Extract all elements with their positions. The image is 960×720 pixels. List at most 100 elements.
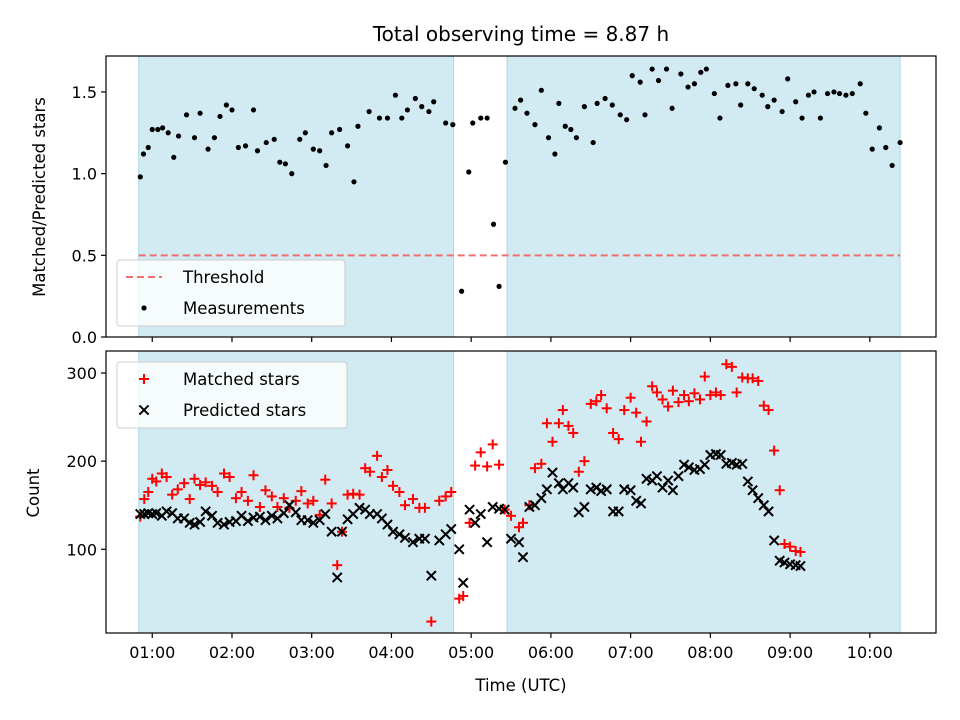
data-point (494, 459, 505, 470)
data-point (694, 394, 705, 405)
data-point (218, 519, 230, 530)
y-tick-label: 200 (66, 452, 97, 471)
data-point (733, 81, 739, 87)
data-point (765, 104, 771, 110)
data-point (440, 491, 451, 502)
data-point (863, 110, 869, 116)
count-legend: Matched stars Predicted stars (116, 361, 348, 429)
data-point (502, 159, 509, 165)
x-tick-label: 06:00 (528, 643, 574, 662)
data-point (538, 87, 544, 93)
data-point (747, 373, 758, 384)
data-point (579, 456, 590, 467)
data-point (260, 514, 271, 526)
ratio-legend: Threshold Measurements (116, 259, 346, 327)
data-point (184, 494, 195, 505)
data-point (738, 102, 744, 108)
data-point (568, 126, 574, 133)
data-point (529, 463, 540, 474)
data-point (585, 398, 596, 409)
data-point (552, 151, 558, 157)
legend-swatch (141, 305, 147, 311)
data-point (557, 405, 568, 416)
legend-label: Matched stars (183, 370, 300, 389)
data-point (657, 394, 668, 405)
data-point (388, 480, 399, 491)
axes-frame (105, 350, 937, 634)
data-point (200, 506, 211, 517)
data-point (372, 450, 383, 461)
data-point (266, 510, 278, 522)
data-point (625, 392, 636, 403)
data-point (271, 136, 277, 142)
data-point (470, 120, 476, 126)
data-point (344, 143, 351, 149)
data-point (711, 90, 717, 97)
data-point (685, 84, 691, 90)
data-point (189, 473, 200, 484)
data-point (703, 66, 709, 72)
data-point (171, 154, 177, 160)
data-point (505, 533, 517, 545)
data-point (426, 616, 437, 627)
data-point (745, 81, 751, 87)
data-point (590, 139, 596, 146)
legend-box (116, 361, 348, 429)
data-point (602, 95, 608, 102)
data-point (536, 458, 547, 469)
data-point (752, 492, 764, 504)
data-point (617, 112, 623, 118)
x-tick-label: 04:00 (368, 643, 414, 662)
data-point (160, 125, 166, 131)
bottom-y-axis-label: Count (24, 468, 43, 518)
data-point (647, 381, 658, 392)
data-point (683, 462, 695, 473)
data-point (223, 102, 229, 108)
data-point (629, 73, 635, 79)
data-point (545, 135, 552, 141)
data-point (759, 92, 765, 98)
data-point (376, 472, 387, 483)
data-point (726, 361, 737, 372)
data-point (771, 97, 777, 103)
data-point (747, 484, 758, 496)
y-tick-label: 0.5 (72, 246, 97, 265)
data-point (277, 159, 283, 165)
data-point (302, 514, 314, 526)
data-point (779, 108, 785, 115)
data-point (236, 487, 247, 497)
data-point (382, 464, 393, 475)
data-point (698, 69, 704, 75)
data-point (212, 487, 223, 497)
data-point (642, 112, 648, 118)
data-point (207, 480, 218, 491)
data-point (139, 494, 150, 505)
legend-box (116, 259, 346, 327)
data-point (651, 387, 662, 398)
data-point (155, 126, 161, 133)
data-point (625, 484, 636, 496)
axes-frame (105, 55, 937, 338)
data-point (876, 125, 882, 131)
data-point (336, 526, 348, 537)
data-point (419, 502, 430, 513)
data-point (513, 536, 525, 548)
data-point (699, 459, 711, 470)
y-tick-label: 1.0 (72, 165, 97, 184)
data-point (736, 458, 748, 470)
data-point (785, 541, 796, 552)
x-tick-label: 05:00 (448, 643, 494, 662)
data-point (337, 126, 343, 133)
count-panel: 100 200 300 01:00 02:00 03:00 04:00 05:00 06:00 0… (66, 350, 937, 662)
data-point (763, 506, 774, 517)
data-point (805, 92, 812, 98)
data-point (547, 467, 558, 478)
data-point (308, 495, 319, 506)
data-point (235, 144, 241, 151)
data-point (478, 115, 484, 121)
data-point (302, 498, 313, 509)
data-point (649, 66, 655, 72)
data-point (137, 174, 143, 180)
data-point (562, 123, 568, 129)
data-point (151, 476, 162, 487)
